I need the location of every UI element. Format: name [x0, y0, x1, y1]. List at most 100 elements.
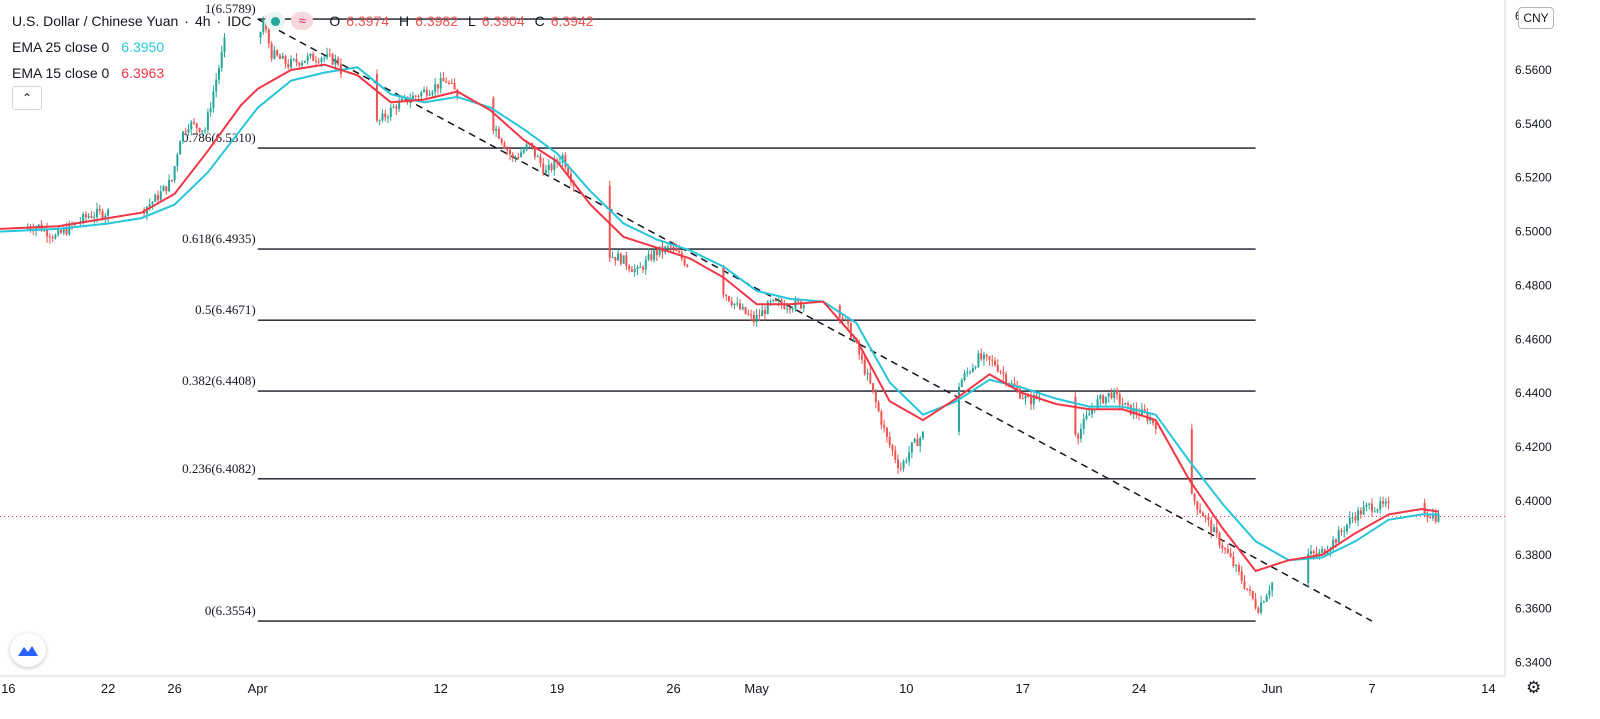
candle-down — [270, 43, 273, 59]
close-value: 6.3942 — [550, 13, 594, 29]
candle-down — [1074, 396, 1077, 435]
candle-down — [156, 194, 159, 200]
candle-up — [420, 92, 423, 97]
candle-down — [1005, 374, 1008, 384]
candle-up — [306, 56, 309, 62]
candle-down — [1193, 493, 1196, 502]
candle-up — [852, 338, 855, 340]
candle-down — [284, 56, 287, 64]
candle-down — [841, 317, 844, 320]
ema15-legend[interactable]: EMA 15 close 0 6.3963 — [12, 60, 598, 86]
chart-legend: U.S. Dollar / Chinese Yuan · 4h · IDC ≈ … — [12, 8, 598, 86]
candle-up — [209, 108, 212, 113]
candle-down — [1207, 516, 1210, 521]
candle-down — [1102, 395, 1105, 404]
candle-down — [1204, 516, 1207, 518]
candle-up — [1337, 530, 1340, 543]
candle-down — [1035, 395, 1038, 398]
open-label: O — [329, 13, 341, 29]
collapse-legend-button[interactable]: ⌃ — [12, 86, 42, 110]
low-label: L — [468, 13, 476, 29]
candle-up — [1212, 527, 1215, 533]
symbol-title[interactable]: U.S. Dollar / Chinese Yuan — [12, 13, 179, 29]
candle-down — [417, 95, 420, 97]
candle-up — [168, 179, 171, 192]
candle-up — [666, 246, 669, 248]
candle-up — [1099, 395, 1102, 400]
candle-up — [1321, 549, 1324, 553]
candle-up — [514, 156, 517, 158]
candle-down — [614, 256, 617, 261]
candle-up — [159, 191, 162, 200]
candle-down — [1077, 434, 1080, 439]
ema25-legend[interactable]: EMA 25 close 0 6.3950 — [12, 34, 598, 60]
y-tick-label: 6.4200 — [1515, 440, 1552, 454]
candle-up — [761, 310, 764, 317]
candle-up — [1085, 415, 1088, 420]
candle-down — [888, 436, 891, 446]
candle-up — [434, 84, 437, 92]
candle-down — [869, 372, 872, 384]
gear-icon[interactable]: ⚙ — [1526, 678, 1542, 697]
candle-down — [985, 354, 988, 357]
candle-down — [184, 131, 187, 133]
logo-shape — [18, 646, 38, 656]
candle-up — [1088, 413, 1091, 416]
candle-up — [1307, 553, 1310, 583]
high-label: H — [399, 13, 410, 29]
currency-button[interactable]: CNY — [1518, 7, 1554, 29]
candle-down — [650, 254, 653, 260]
candle-down — [625, 255, 628, 266]
candle-down — [1002, 372, 1005, 375]
x-tick-label: Jun — [1262, 681, 1283, 696]
x-tick-label: 22 — [101, 681, 115, 696]
candle-down — [758, 315, 761, 317]
candle-down — [90, 215, 93, 218]
candle-down — [101, 210, 104, 219]
candle-down — [287, 63, 290, 68]
candle-up — [1373, 511, 1376, 513]
candle-up — [522, 149, 525, 153]
candle-down — [1246, 588, 1249, 590]
candle-down — [877, 402, 880, 412]
candle-up — [536, 156, 539, 158]
candle-down — [539, 156, 542, 164]
legend-symbol-row: U.S. Dollar / Chinese Yuan · 4h · IDC ≈ … — [12, 8, 598, 34]
fib-level-label: 0(6.3554) — [205, 603, 256, 618]
candle-down — [414, 95, 417, 97]
candle-up — [736, 303, 739, 305]
candle-down — [675, 247, 678, 252]
candle-up — [93, 216, 96, 218]
fib-level-label: 0.786(6.5310) — [182, 130, 256, 145]
candle-down — [331, 54, 334, 65]
candle-down — [788, 308, 791, 310]
ema25-series-line — [0, 66, 1439, 562]
candle-down — [996, 365, 999, 372]
candle-down — [1210, 520, 1213, 533]
candle-up — [622, 255, 625, 264]
candle-down — [1221, 545, 1224, 549]
candle-up — [431, 91, 434, 95]
candle-up — [633, 269, 636, 272]
data-delay-icon[interactable]: ≈ — [291, 12, 314, 30]
candle-down — [337, 58, 340, 65]
candle-up — [908, 452, 911, 461]
market-status-icon[interactable] — [265, 12, 286, 30]
candle-up — [866, 372, 869, 375]
candle-up — [525, 144, 528, 150]
candle-down — [883, 424, 886, 428]
x-tick-label: 26 — [666, 681, 680, 696]
interval-label[interactable]: 4h — [194, 13, 211, 29]
candle-up — [913, 438, 916, 443]
candle-down — [727, 296, 730, 302]
candle-down — [730, 301, 733, 306]
candle-down — [1115, 390, 1118, 395]
candle-down — [165, 186, 168, 192]
candle-down — [1426, 514, 1429, 517]
candle-down — [1382, 501, 1385, 504]
tradingview-logo-icon[interactable] — [10, 633, 46, 667]
candle-up — [400, 98, 403, 101]
candle-down — [891, 445, 894, 451]
candle-up — [1376, 509, 1379, 512]
